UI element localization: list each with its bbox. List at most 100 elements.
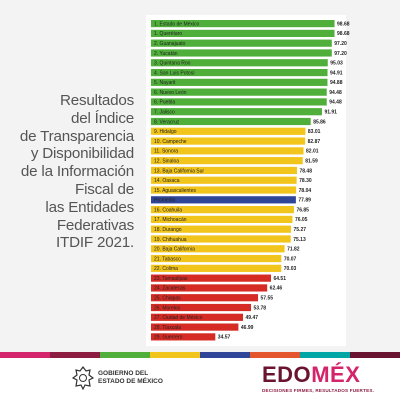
footer-color-strip — [0, 352, 400, 358]
bar-category-label: 8. Veracruz — [154, 119, 180, 125]
bar-category-label: 12. Sinaloa — [154, 158, 179, 164]
bar — [151, 245, 285, 253]
color-strip-segment — [300, 352, 350, 358]
bar — [151, 98, 327, 106]
bar-value-label: 46.99 — [241, 325, 254, 331]
bar-category-label: 13. Baja California Sur — [154, 168, 204, 174]
bar-value-label: 81.59 — [305, 158, 318, 164]
government-name-line: GOBIERNO DEL — [98, 370, 149, 377]
bar-value-label: 82.01 — [306, 149, 319, 155]
title-line: Fiscal de — [75, 180, 134, 198]
bar-category-label: 28. Tlaxcala — [154, 325, 181, 331]
title-line: de Transparencia — [19, 127, 134, 145]
bar-value-label: 91.91 — [324, 110, 337, 116]
bar-value-label: 94.88 — [330, 80, 343, 86]
bar — [151, 29, 335, 37]
title-line: Resultados — [60, 92, 134, 109]
bar-category-label: Promedio — [154, 198, 176, 204]
bar-category-label: 20. Baja California — [154, 247, 195, 253]
bar-category-label: 10. Campeche — [154, 139, 187, 145]
bar — [151, 206, 294, 214]
title-line: ITDIF 2021. — [56, 234, 134, 252]
bar-value-label: 98.68 — [337, 21, 350, 27]
edomex-wordmark: EDOMÉX — [262, 363, 372, 387]
bar — [151, 108, 322, 116]
color-strip-segment — [350, 352, 400, 358]
bar — [151, 186, 297, 194]
bar-value-label: 78.48 — [299, 168, 312, 174]
bar — [151, 333, 216, 341]
bar — [151, 157, 303, 165]
bar — [151, 127, 306, 135]
bar — [151, 68, 328, 77]
bar — [151, 147, 304, 155]
bar-value-label: 75.13 — [293, 237, 306, 243]
bar — [151, 176, 297, 184]
bar-category-label: 29. Guerrero — [154, 335, 183, 341]
bar-category-label: 1. Querétaro — [154, 31, 182, 37]
bar-value-label: 64.51 — [273, 276, 286, 282]
bar — [151, 264, 282, 272]
title-line: las Entidades — [45, 198, 134, 216]
bar-value-label: 77.89 — [298, 198, 311, 204]
bar — [151, 254, 282, 263]
bar-value-label: 76.85 — [296, 207, 309, 213]
bar-category-label: 6. Puebla — [154, 100, 175, 106]
color-strip-segment — [250, 352, 300, 358]
bar — [151, 323, 239, 331]
bar-value-label: 94.48 — [329, 100, 342, 106]
bar-value-label: 85.86 — [313, 119, 326, 125]
bar — [151, 313, 244, 321]
color-strip-segment — [50, 352, 100, 358]
bar-category-label: 1. Estado de México — [154, 21, 200, 27]
government-name-line: ESTADO DE MÉXICO — [98, 377, 163, 385]
brand-slogan: DECISIONES FIRMES, RESULTADOS FUERTES. — [262, 388, 375, 393]
bar-category-label: 24. Zacatecas — [154, 286, 186, 292]
bar-value-label: 62.46 — [270, 286, 283, 292]
bar-value-label: 34.57 — [218, 335, 231, 341]
bar — [151, 225, 292, 233]
bar-category-label: 14. Oaxaca — [154, 178, 180, 184]
bar-category-label: 18. Durango — [154, 227, 182, 233]
bar-category-label: 25. Chiapas — [154, 296, 181, 302]
bar — [151, 49, 332, 57]
color-strip-segment — [0, 352, 50, 358]
bar-value-label: 98.68 — [337, 31, 350, 37]
bar-category-label: 9. Hidalgo — [154, 129, 177, 135]
bar-category-label: 19. Chihuahua — [154, 237, 187, 243]
bar — [151, 20, 335, 28]
bar — [151, 137, 306, 145]
bar-value-label: 83.01 — [308, 129, 321, 135]
bar-category-label: 27. Ciudad de México — [154, 315, 203, 321]
bar-value-label: 78.30 — [299, 178, 312, 184]
bar — [151, 78, 328, 86]
bar-category-label: 11. Sonora — [154, 149, 178, 155]
bar — [151, 166, 297, 175]
bar-category-label: 3. Quintana Roo — [154, 61, 191, 67]
bar-category-label: 5. Nayarit — [154, 80, 176, 86]
bar-category-label: 2. Yucatán — [154, 51, 178, 57]
government-name: GOBIERNO DEL ESTADO DE MÉXICO — [98, 370, 163, 385]
bar-value-label: 76.05 — [295, 217, 308, 223]
brand-part-2: MÉX — [311, 362, 361, 387]
infographic-title: Resultados del Índice de Transparencia y… — [6, 92, 134, 252]
bar-category-label: 16. Coahuila — [154, 207, 182, 213]
bar-category-label: 17. Michoacán — [154, 217, 187, 223]
bar-value-label: 53.78 — [254, 305, 267, 311]
edomex-brand: EDOMÉX DECISIONES FIRMES, RESULTADOS FUE… — [262, 363, 375, 394]
bar — [151, 294, 259, 302]
bar-value-label: 95.03 — [330, 61, 343, 67]
brand-part-1: EDO — [262, 362, 312, 387]
title-line: de la Información — [20, 163, 134, 181]
bar — [151, 196, 296, 204]
color-strip-segment — [150, 352, 200, 358]
bar-category-label: 15. Aguascalientes — [154, 188, 196, 194]
bar-value-label: 97.20 — [334, 41, 347, 47]
bar — [151, 284, 268, 292]
bar-category-label: 23. Tamaulipas — [154, 276, 188, 282]
bar — [151, 117, 311, 126]
bar-category-label: 6. Nuevo León — [154, 90, 187, 96]
color-strip-segment — [200, 352, 250, 358]
state-coat-of-arms-icon — [72, 366, 94, 390]
